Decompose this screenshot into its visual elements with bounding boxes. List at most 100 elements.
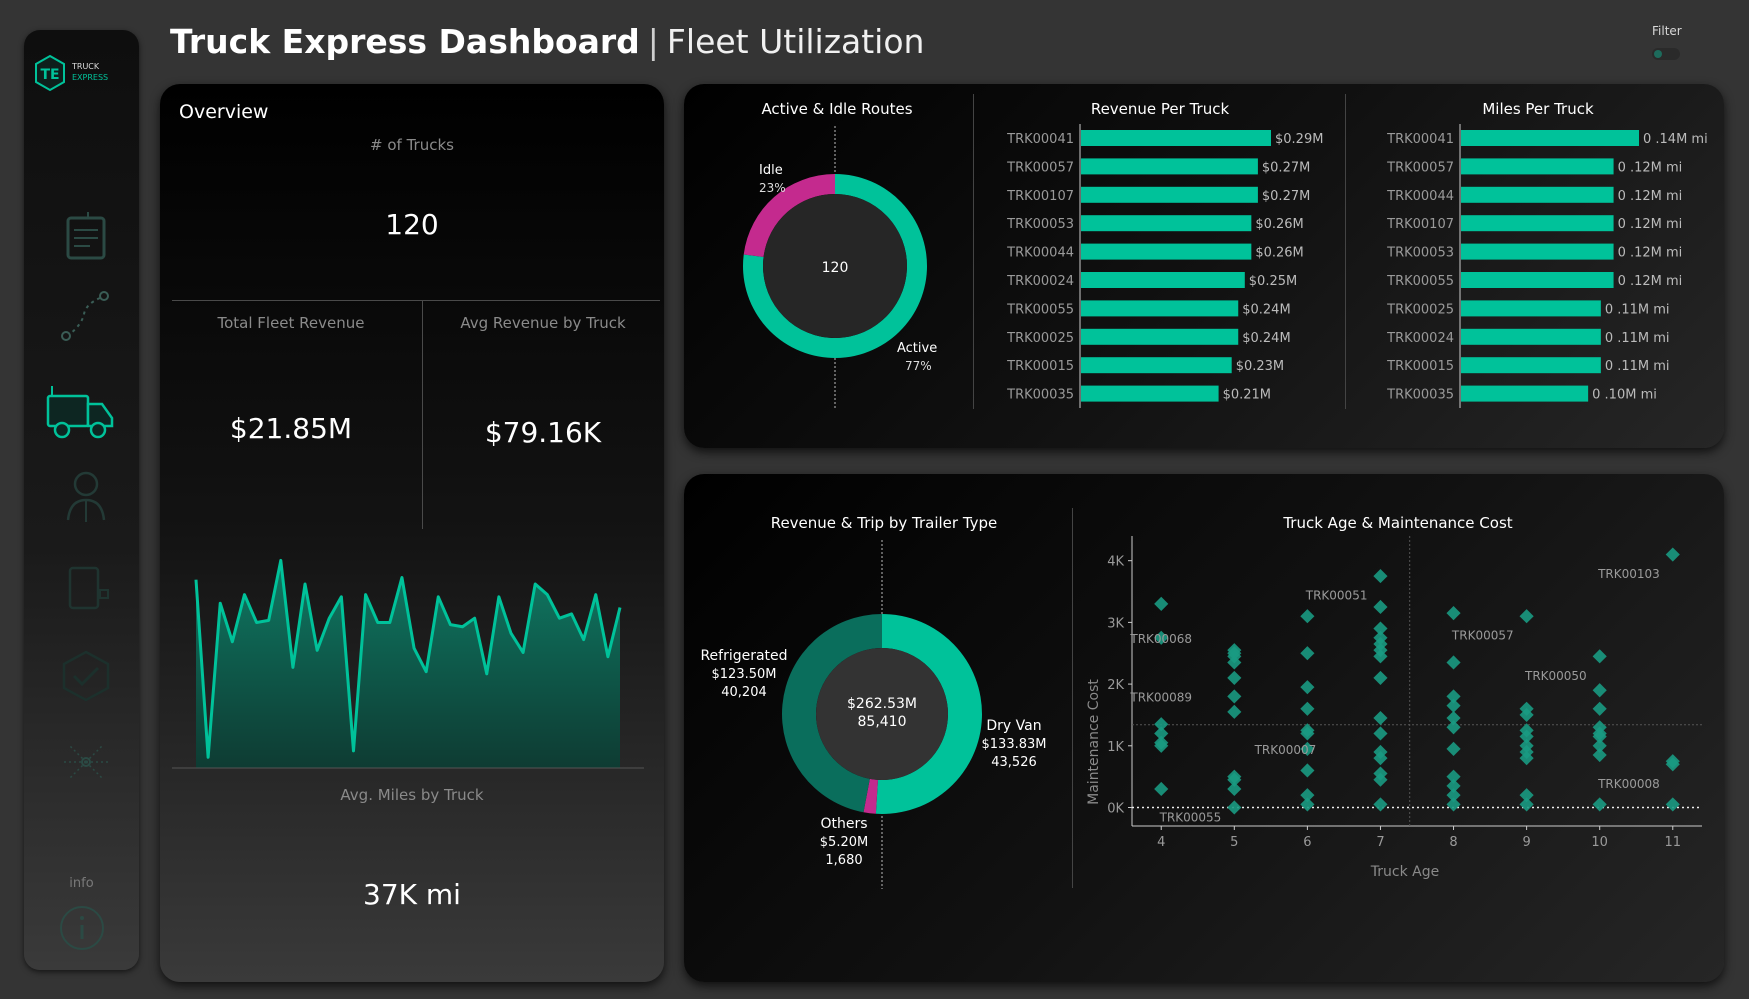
scatter-point	[1300, 797, 1315, 812]
mile-category-label: TRK00015	[1386, 359, 1454, 374]
scatter-point	[1446, 655, 1461, 670]
route-icon[interactable]	[60, 290, 112, 342]
scatter-point	[1373, 569, 1388, 584]
driver-icon[interactable]	[60, 470, 112, 522]
mile-value-label: 0 .12M mi	[1618, 246, 1683, 261]
mile-bar	[1461, 385, 1589, 402]
mile-category-label: TRK00055	[1386, 274, 1454, 289]
miles-area-chart	[172, 558, 644, 769]
refrigerated-revenue: $123.50M	[712, 667, 777, 682]
scatter-y-tick-label: 0K	[1107, 801, 1124, 816]
logo[interactable]: TE TRUCK EXPRESS	[32, 52, 136, 100]
scatter-point	[1227, 670, 1242, 685]
scatter-point	[1519, 609, 1534, 624]
sidebar: TE TRUCK EXPRESS info	[24, 30, 139, 970]
routes-revenue-panel: Active & Idle Routes 120 Idle 23% Active…	[684, 84, 1724, 448]
rev-bar	[1081, 328, 1239, 345]
info-icon[interactable]	[59, 905, 105, 951]
scatter-point	[1592, 683, 1607, 698]
rev-value-label: $0.23M	[1236, 359, 1284, 374]
mile-category-label: TRK00057	[1386, 160, 1454, 175]
avg-revenue-value: $79.16K	[484, 416, 602, 449]
scatter-point	[1665, 797, 1680, 812]
trailer-center-trips: 85,410	[858, 714, 907, 730]
mile-category-label: TRK00044	[1386, 189, 1454, 204]
scatter-x-tick-label: 6	[1303, 835, 1311, 850]
fuel-icon[interactable]	[60, 560, 112, 612]
scatter-point	[1227, 800, 1242, 815]
scatter-point	[1154, 596, 1169, 611]
scatter-point	[1519, 788, 1534, 803]
scatter-y-tick-label: 4K	[1107, 555, 1124, 570]
logo-initials: TE	[40, 67, 59, 83]
scatter-point	[1227, 704, 1242, 719]
scatter-annotation: TRK00050	[1524, 669, 1587, 683]
scatter-annotation: TRK00057	[1451, 629, 1514, 643]
others-trips: 1,680	[825, 853, 862, 868]
network-icon[interactable]	[60, 736, 112, 788]
rev-category-label: TRK00035	[1006, 388, 1074, 403]
document-icon[interactable]	[60, 210, 112, 262]
age-maintenance-scatter: Truck Age & Maintenance Cost Truck Age M…	[1086, 514, 1702, 880]
scatter-y-tick-label: 2K	[1107, 678, 1124, 693]
mile-category-label: TRK00024	[1386, 331, 1454, 346]
mile-value-label: 0 .12M mi	[1618, 189, 1683, 204]
mile-bar	[1461, 357, 1601, 374]
miles-chart-title: Miles Per Truck	[1482, 100, 1594, 118]
logo-line1: TRUCK	[71, 62, 100, 71]
rev-value-label: $0.24M	[1242, 331, 1290, 346]
check-shield-icon[interactable]	[60, 650, 112, 702]
trailer-center-revenue: $262.53M	[847, 696, 917, 712]
scatter-point	[1446, 698, 1461, 713]
scatter-point	[1300, 788, 1315, 803]
rev-category-label: TRK00044	[1006, 246, 1074, 261]
trailer-chart-title: Revenue & Trip by Trailer Type	[771, 514, 998, 532]
scatter-point	[1446, 689, 1461, 704]
mile-bar	[1461, 300, 1601, 317]
trailer-type-chart: Revenue & Trip by Trailer Type $262.53M …	[700, 514, 1046, 889]
rev-bar	[1081, 215, 1252, 232]
scatter-point	[1665, 547, 1680, 562]
scatter-point	[1592, 649, 1607, 664]
avg-miles-label: Avg. Miles by Truck	[340, 786, 484, 804]
rev-value-label: $0.24M	[1242, 302, 1290, 317]
logo-line2: EXPRESS	[72, 73, 108, 82]
scatter-point	[1227, 689, 1242, 704]
scatter-point	[1446, 769, 1461, 784]
scatter-annotation: TRK00103	[1597, 567, 1660, 581]
rev-bar	[1081, 158, 1258, 175]
rev-category-label: TRK00107	[1006, 189, 1074, 204]
scatter-annotation: TRK00089	[1129, 690, 1192, 704]
truck-icon[interactable]	[44, 382, 120, 446]
rev-value-label: $0.21M	[1223, 388, 1271, 403]
scatter-point	[1300, 680, 1315, 695]
rev-value-label: $0.25M	[1249, 274, 1297, 289]
rev-category-label: TRK00057	[1006, 160, 1074, 175]
dry-van-trips: 43,526	[991, 755, 1037, 770]
scatter-point	[1373, 649, 1388, 664]
scatter-x-tick-label: 4	[1157, 835, 1165, 850]
trailer-slice-refrigerated	[782, 614, 882, 813]
divider	[1345, 94, 1346, 409]
mile-category-label: TRK00107	[1386, 217, 1454, 232]
rev-bar	[1081, 243, 1252, 260]
others-label: Others	[820, 816, 867, 832]
trailer-slice-dry-van	[875, 614, 982, 814]
rev-value-label: $0.27M	[1262, 189, 1310, 204]
scatter-point	[1446, 741, 1461, 756]
scatter-point	[1592, 701, 1607, 716]
scatter-x-tick-label: 8	[1449, 835, 1457, 850]
overview-title: Overview	[179, 101, 269, 123]
mile-value-label: 0 .11M mi	[1605, 302, 1670, 317]
scatter-point	[1592, 797, 1607, 812]
mile-bar	[1461, 158, 1614, 175]
active-idle-routes-chart: Active & Idle Routes 120 Idle 23% Active…	[743, 100, 937, 409]
rev-category-label: TRK00055	[1006, 302, 1074, 317]
total-revenue-value: $21.85M	[229, 412, 353, 445]
scatter-ylabel: Maintenance Cost	[1086, 679, 1102, 805]
routes-slice-idle	[743, 174, 835, 257]
dashboard-title: Truck Express Dashboard	[170, 22, 640, 61]
active-percent: 77%	[905, 359, 932, 373]
filter-toggle[interactable]	[1652, 48, 1680, 60]
overview-panel: Overview # of Trucks 120 Total Fleet Rev…	[160, 84, 664, 982]
